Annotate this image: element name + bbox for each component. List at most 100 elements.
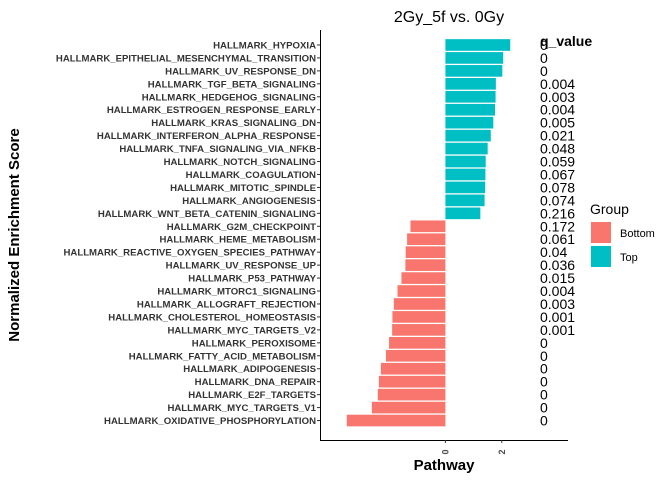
bar-hallmark-e2f-targets xyxy=(377,388,446,401)
q-value-label: 0 xyxy=(540,50,548,66)
q-value-header: q_value xyxy=(540,33,592,49)
bar-hallmark-p53-pathway xyxy=(401,272,446,284)
q-value-label: 0.003 xyxy=(540,89,575,105)
bar-hallmark-estrogen-response-early xyxy=(445,103,496,116)
category-labels: HALLMARK_HYPOXIA HALLMARK_EPITHELIAL_MESE… xyxy=(56,40,320,427)
bar-hallmark-g2m-checkpoint xyxy=(410,220,446,233)
bar-hallmark-allograft-rejection xyxy=(393,298,446,310)
category-label: HALLMARK_TNFA_SIGNALING_VIA_NFKB xyxy=(119,144,316,155)
bar-hallmark-coagulation xyxy=(445,168,486,181)
category-label: HALLMARK_OXIDATIVE_PHOSPHORYLATION xyxy=(104,416,316,427)
bar-hallmark-epithelial-mesenchymal-transition xyxy=(445,52,504,64)
category-label: HALLMARK_MTORC1_SIGNALING xyxy=(157,287,316,298)
bar-hallmark-reactive-oxygen-species-pathway xyxy=(405,246,446,259)
category-label: HALLMARK_WNT_BETA_CATENIN_SIGNALING xyxy=(98,209,316,220)
q-value-label: 0.001 xyxy=(540,309,575,325)
category-label: HALLMARK_PEROXISOME xyxy=(192,338,317,349)
q-value-label: 0 xyxy=(540,413,548,429)
category-label: HALLMARK_HYPOXIA xyxy=(213,40,316,51)
category-label: HALLMARK_UV_RESPONSE_DN xyxy=(165,66,316,77)
bar-hallmark-myc-targets-v2 xyxy=(392,324,446,336)
q-value-label: 0.004 xyxy=(540,102,575,118)
category-label: HALLMARK_P53_PATHWAY xyxy=(188,274,316,285)
bar-hallmark-mtorc1-signaling xyxy=(397,285,446,297)
q-value-label: 0.021 xyxy=(540,128,575,144)
bar-hallmark-mitotic-spindle xyxy=(445,181,486,194)
q-value-label: 0.074 xyxy=(540,192,575,208)
q-value-label: 0 xyxy=(540,348,548,364)
bars-layer xyxy=(346,39,511,427)
bar-hallmark-uv-response-up xyxy=(405,259,446,271)
legend-entries: Bottom Top xyxy=(591,222,655,267)
category-label: HALLMARK_ALLOGRAFT_REJECTION xyxy=(137,299,316,310)
bar-hallmark-fatty-acid-metabolism xyxy=(385,349,446,362)
category-label: HALLMARK_G2M_CHECKPOINT xyxy=(167,222,316,233)
q-value-label: 0.067 xyxy=(540,166,575,182)
legend-title: Group xyxy=(590,201,629,217)
legend: Group Bottom Top xyxy=(590,201,655,267)
category-label: HALLMARK_DNA_REPAIR xyxy=(195,377,316,388)
bar-hallmark-myc-targets-v1 xyxy=(371,401,446,414)
legend-swatch-top xyxy=(591,246,611,267)
category-label: HALLMARK_E2F_TARGETS xyxy=(188,390,316,401)
q-value-label: 0 xyxy=(540,63,548,79)
q-value-label: 0.078 xyxy=(540,179,575,195)
category-label: HALLMARK_MYC_TARGETS_V1 xyxy=(167,403,316,414)
bar-hallmark-wnt-beta-catenin-signaling xyxy=(445,207,481,220)
legend-label-bottom: Bottom xyxy=(620,228,655,240)
category-label: HALLMARK_NOTCH_SIGNALING xyxy=(164,157,316,168)
bar-hallmark-uv-response-dn xyxy=(445,65,503,77)
bar-hallmark-tnfa-signaling-via-nfkb xyxy=(445,142,488,155)
q-value-label: 0 xyxy=(540,37,548,53)
legend-label-top: Top xyxy=(620,252,638,264)
category-label: HALLMARK_HEME_METABOLISM xyxy=(159,235,316,246)
x-tick-label: 2 xyxy=(497,449,507,454)
category-label: HALLMARK_REACTIVE_OXYGEN_SPECIES_PATHWAY xyxy=(63,248,316,259)
q-value-label: 0.04 xyxy=(540,244,567,260)
q-value-label: 0.004 xyxy=(540,76,575,92)
bar-hallmark-notch-signaling xyxy=(445,155,486,168)
bar-hallmark-heme-metabolism xyxy=(407,233,446,246)
x-tick-label: 0 xyxy=(440,449,450,454)
chart-title: 2Gy_5f vs. 0Gy xyxy=(394,9,504,26)
q-value-label: 0.048 xyxy=(540,141,575,157)
q-value-label: 0 xyxy=(540,374,548,390)
category-label: HALLMARK_INTERFERON_ALPHA_RESPONSE xyxy=(97,131,317,142)
category-label: HALLMARK_ADIPOGENESIS xyxy=(183,364,316,375)
q-value-label: 0 xyxy=(540,361,548,377)
q-value-label: 0 xyxy=(540,400,548,416)
category-label: HALLMARK_ANGIOGENESIS xyxy=(182,196,316,207)
category-label: HALLMARK_HEDGEHOG_SIGNALING xyxy=(142,92,316,103)
bar-hallmark-hedgehog-signaling xyxy=(445,90,496,103)
bar-hallmark-tgf-beta-signaling xyxy=(445,77,496,90)
bar-hallmark-interferon-alpha-response xyxy=(445,129,491,142)
q-value-label: 0.172 xyxy=(540,218,575,234)
q-value-label: 0.005 xyxy=(540,115,575,131)
q-value-label: 0.003 xyxy=(540,296,575,312)
bar-hallmark-angiogenesis xyxy=(445,194,485,207)
q-value-label: 0 xyxy=(540,387,548,403)
category-label: HALLMARK_KRAS_SIGNALING_DN xyxy=(151,118,316,129)
category-label: HALLMARK_MITOTIC_SPINDLE xyxy=(170,183,316,194)
bar-hallmark-peroxisome xyxy=(389,336,446,349)
q-value-label: 0.004 xyxy=(540,283,575,299)
bar-hallmark-cholesterol-homeostasis xyxy=(392,311,446,323)
q-value-label: 0 xyxy=(540,335,548,351)
category-label: HALLMARK_COAGULATION xyxy=(186,170,316,181)
category-label: HALLMARK_ESTROGEN_RESPONSE_EARLY xyxy=(107,105,317,116)
x-axis-title: Pathway xyxy=(414,457,476,474)
category-label: HALLMARK_UV_RESPONSE_UP xyxy=(166,261,317,272)
q-value-label: 0.059 xyxy=(540,154,575,170)
q-value-label: 0.001 xyxy=(540,322,575,338)
category-label: HALLMARK_TGF_BETA_SIGNALING xyxy=(148,79,316,90)
q-value-label: 0.036 xyxy=(540,257,575,273)
category-label: HALLMARK_EPITHELIAL_MESENCHYMAL_TRANSITI… xyxy=(56,53,316,64)
q-value-labels: 0000.0040.0030.0040.0050.0210.0480.0590.… xyxy=(540,37,575,429)
q-value-label: 0.216 xyxy=(540,205,575,221)
bar-hallmark-hypoxia xyxy=(445,39,511,51)
y-axis-title: Normalized Enrichment Score xyxy=(6,128,23,341)
category-label: HALLMARK_FATTY_ACID_METABOLISM xyxy=(129,351,316,362)
category-label: HALLMARK_MYC_TARGETS_V2 xyxy=(167,325,316,336)
